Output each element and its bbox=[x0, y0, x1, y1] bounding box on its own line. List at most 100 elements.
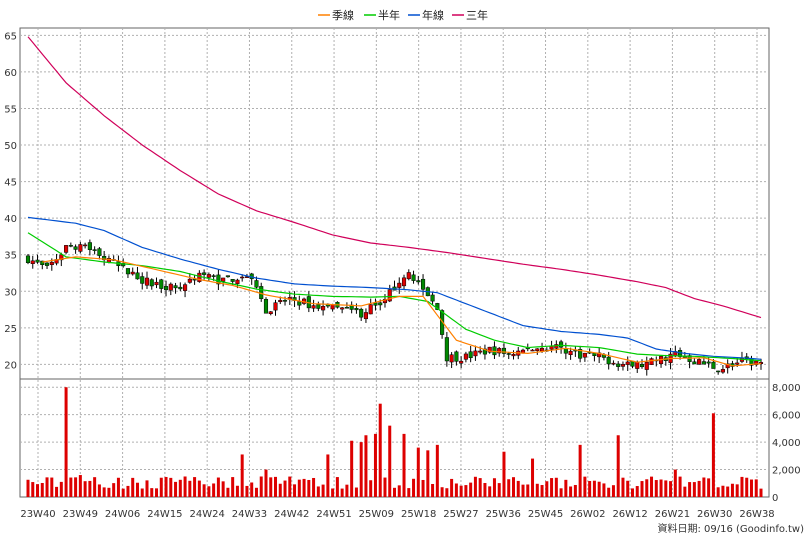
candle-body bbox=[644, 361, 649, 370]
volume-bar bbox=[26, 479, 30, 497]
candle-body bbox=[478, 350, 483, 353]
candle-body bbox=[221, 277, 226, 282]
volume-bar bbox=[521, 484, 525, 497]
legend-item-three-year: 三年 bbox=[452, 8, 488, 22]
candle bbox=[616, 361, 621, 371]
candle bbox=[368, 298, 373, 315]
x-tick-label: 26W12 bbox=[612, 509, 647, 520]
x-tick-label: 25W27 bbox=[443, 509, 478, 520]
volume-bar bbox=[235, 485, 239, 497]
candle bbox=[140, 272, 145, 290]
volume-bar bbox=[207, 486, 211, 497]
candle-body bbox=[340, 307, 345, 310]
candle-body bbox=[254, 280, 259, 288]
volume-bar bbox=[692, 482, 696, 497]
candle-body bbox=[206, 274, 211, 278]
volume-bar bbox=[497, 483, 501, 497]
volume-bar bbox=[564, 479, 568, 497]
candle bbox=[401, 274, 407, 290]
volume-bar bbox=[730, 483, 734, 497]
ma-half-year-line bbox=[27, 232, 762, 362]
volume-bar bbox=[345, 484, 349, 497]
volume-bar bbox=[559, 488, 563, 497]
volume-bar bbox=[64, 387, 68, 497]
candle-body bbox=[230, 279, 235, 282]
candle-body bbox=[706, 361, 711, 364]
candle-body bbox=[225, 275, 230, 278]
volume-bar bbox=[93, 477, 97, 497]
candle bbox=[92, 246, 97, 255]
candle bbox=[25, 253, 31, 265]
volume-bar bbox=[640, 481, 644, 497]
candle-body bbox=[87, 242, 92, 250]
candle bbox=[268, 311, 273, 316]
candle-body bbox=[135, 272, 140, 280]
volume-bar bbox=[59, 481, 63, 497]
volume-bar bbox=[55, 486, 59, 497]
candle bbox=[78, 241, 83, 254]
volume-bar bbox=[140, 488, 144, 497]
grid bbox=[20, 28, 769, 497]
candle-body bbox=[163, 286, 169, 291]
volume-bar bbox=[464, 485, 468, 497]
volume-bar bbox=[164, 476, 168, 497]
volume-bar bbox=[597, 481, 601, 497]
candle bbox=[263, 297, 269, 314]
candle bbox=[568, 347, 573, 360]
volume-bar bbox=[545, 481, 549, 497]
candle-body bbox=[497, 348, 502, 354]
candle-body bbox=[83, 244, 88, 247]
x-tick-label: 24W06 bbox=[105, 509, 140, 520]
x-tick-label: 26W21 bbox=[655, 509, 690, 520]
candle-body bbox=[468, 351, 473, 359]
price-axis: 20 25 30 35 40 45 50 55 60 65 bbox=[4, 31, 17, 371]
volume-bar bbox=[40, 482, 44, 497]
volume-bar bbox=[388, 425, 392, 497]
candle-body bbox=[473, 350, 478, 357]
volume-bar bbox=[578, 444, 582, 497]
candle-body bbox=[416, 280, 421, 283]
price-tick-label: 55 bbox=[4, 104, 17, 115]
candle-body bbox=[278, 300, 283, 303]
volume-bar bbox=[107, 487, 111, 497]
candle bbox=[459, 356, 464, 369]
candle-body bbox=[511, 354, 516, 357]
price-tick-label: 45 bbox=[4, 178, 17, 189]
candle bbox=[87, 239, 92, 256]
legend-label: 季線 bbox=[332, 8, 354, 22]
candle-body bbox=[68, 245, 73, 247]
volume-bar bbox=[178, 479, 182, 497]
volume-bar bbox=[573, 484, 577, 497]
candle bbox=[725, 359, 730, 374]
candle-body bbox=[44, 262, 50, 266]
volume-bar bbox=[650, 476, 654, 497]
candle bbox=[311, 299, 316, 312]
candle bbox=[154, 277, 159, 289]
volume-bar bbox=[216, 477, 220, 497]
candle-body bbox=[440, 310, 445, 335]
volume-bar bbox=[454, 483, 458, 497]
candle bbox=[359, 307, 364, 322]
volume-bar bbox=[492, 478, 496, 497]
volume-bar bbox=[592, 480, 596, 497]
candle bbox=[159, 278, 164, 294]
x-tick-label: 25W09 bbox=[359, 509, 394, 520]
volume-bar bbox=[740, 476, 744, 497]
candle-body bbox=[59, 254, 64, 261]
volume-bar bbox=[426, 450, 430, 497]
candle bbox=[468, 345, 473, 363]
candle-body bbox=[197, 272, 202, 282]
candle-body bbox=[649, 358, 654, 365]
volume-bar bbox=[69, 477, 73, 497]
candle bbox=[639, 359, 645, 369]
candle-body bbox=[449, 354, 454, 363]
volume-bar bbox=[83, 481, 87, 497]
volume-bar bbox=[245, 485, 249, 497]
candle-body bbox=[378, 302, 383, 306]
candle-body bbox=[582, 352, 587, 358]
candle-body bbox=[359, 308, 364, 318]
candle-body bbox=[202, 272, 207, 275]
candle-body bbox=[535, 348, 540, 352]
candle-body bbox=[330, 304, 335, 310]
